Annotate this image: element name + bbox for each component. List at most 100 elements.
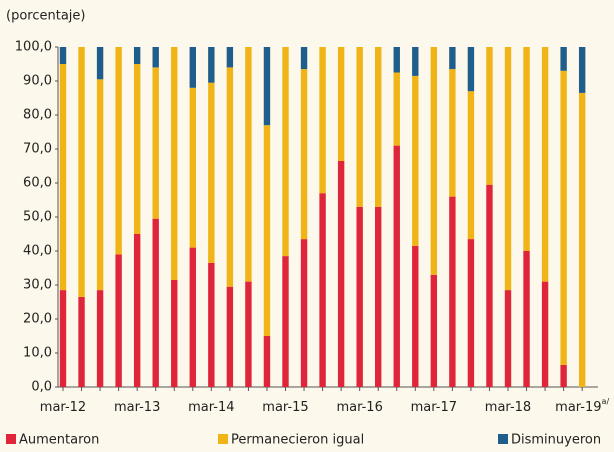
bar-segment: [467, 239, 475, 387]
bar-segment: [393, 145, 400, 387]
bar-segment: [78, 47, 85, 297]
y-tick-label: 0,0: [31, 380, 52, 395]
legend-label: Disminuyeron: [511, 433, 601, 448]
bar-segment: [541, 47, 549, 282]
bar-segment: [263, 125, 271, 336]
bar-segment: [189, 47, 196, 88]
bar-segment: [449, 69, 456, 197]
bar-segment: [467, 47, 475, 92]
legend-swatch: [498, 434, 508, 444]
bar-segment: [430, 274, 438, 387]
bar-segment: [523, 251, 530, 387]
bar-segment: [578, 92, 586, 388]
y-tick-label: 40,0: [23, 244, 52, 259]
x-tick-text: mar-16: [336, 400, 382, 415]
bar-segment: [189, 247, 196, 387]
bar-segment: [78, 296, 85, 387]
bar-segment: [208, 47, 215, 83]
x-tick-label: mar-16: [336, 400, 382, 415]
bar-segment: [337, 160, 345, 387]
bar-segment: [133, 47, 141, 64]
bar-segment: [59, 64, 67, 291]
bar-segment: [319, 193, 326, 387]
bar-segment: [152, 47, 159, 68]
bar-segment: [504, 290, 512, 387]
bar-segment: [263, 336, 271, 387]
bar-segment: [171, 279, 178, 387]
bar-segment: [226, 67, 234, 287]
x-tick-text: mar-13: [114, 400, 160, 415]
y-tick-label: 100,0: [15, 40, 52, 55]
bar-segment: [356, 47, 363, 207]
bar-segment: [560, 364, 567, 387]
bar-segment: [282, 256, 289, 387]
legend-label: Aumentaron: [19, 433, 99, 448]
bar-segment: [560, 47, 567, 71]
x-tick-text: mar-18: [485, 400, 531, 415]
legend-label: Permanecieron igual: [231, 433, 364, 448]
y-tick-label: 80,0: [23, 108, 52, 123]
y-tick-label: 50,0: [23, 210, 52, 225]
x-tick-text: mar-19: [555, 400, 601, 415]
y-axis-label: (porcentaje): [6, 9, 85, 24]
bar-segment: [171, 47, 178, 280]
bar-segment: [300, 69, 308, 240]
x-tick-superscript: a/: [602, 397, 610, 406]
bar-segment: [96, 47, 104, 80]
bar-segment: [319, 47, 326, 194]
bar-segment: [263, 47, 271, 126]
bar-segment: [300, 47, 308, 70]
bar-segment: [504, 47, 512, 291]
bar-segment: [356, 206, 363, 387]
bar-segment: [337, 47, 345, 161]
bar-segment: [59, 290, 67, 387]
x-tick-label: mar-14: [188, 400, 234, 415]
bar-segment: [208, 262, 215, 387]
bar-segment: [578, 47, 586, 93]
bar-segment: [189, 87, 196, 248]
x-tick-label: mar-15: [262, 400, 308, 415]
bar-segment: [152, 67, 159, 219]
bar-segment: [115, 254, 122, 387]
bar-segment: [152, 218, 159, 387]
x-tick-label: mar-13: [114, 400, 160, 415]
x-tick-text: mar-17: [411, 400, 457, 415]
bar-segment: [245, 281, 252, 387]
bar-segment: [375, 47, 382, 207]
y-tick-label: 90,0: [23, 74, 52, 89]
bar-segment: [523, 47, 530, 251]
bar-segment: [430, 47, 438, 275]
bar-segment: [226, 47, 234, 68]
y-tick-label: 20,0: [23, 312, 52, 327]
bar-segment: [96, 290, 104, 387]
x-tick-label: mar-12: [40, 400, 86, 415]
legend-swatch: [218, 434, 228, 444]
x-tick-text: mar-12: [40, 400, 86, 415]
x-tick-label: mar-17: [411, 400, 457, 415]
bar-segment: [393, 72, 400, 146]
bar-segment: [412, 75, 419, 246]
x-tick-text: mar-15: [262, 400, 308, 415]
bar-segment: [208, 82, 215, 263]
legend-swatch: [6, 434, 16, 444]
bar-segment: [245, 47, 252, 282]
y-tick-label: 60,0: [23, 176, 52, 191]
bar-segment: [300, 239, 308, 387]
bar-segment: [486, 184, 493, 387]
bar-segment: [115, 47, 122, 255]
x-tick-text: mar-14: [188, 400, 234, 415]
bar-segment: [133, 64, 141, 234]
bar-segment: [412, 47, 419, 76]
bar-segment: [133, 234, 141, 387]
bar-segment: [96, 79, 104, 291]
bar-segment: [541, 281, 549, 387]
x-tick-label: mar-19a/: [555, 397, 609, 415]
bar-segment: [375, 206, 382, 387]
bar-segment: [449, 196, 456, 387]
bar-segment: [486, 47, 493, 185]
y-tick-label: 70,0: [23, 142, 52, 157]
y-tick-label: 30,0: [23, 278, 52, 293]
bar-segment: [560, 70, 567, 365]
bar-segment: [467, 91, 475, 240]
